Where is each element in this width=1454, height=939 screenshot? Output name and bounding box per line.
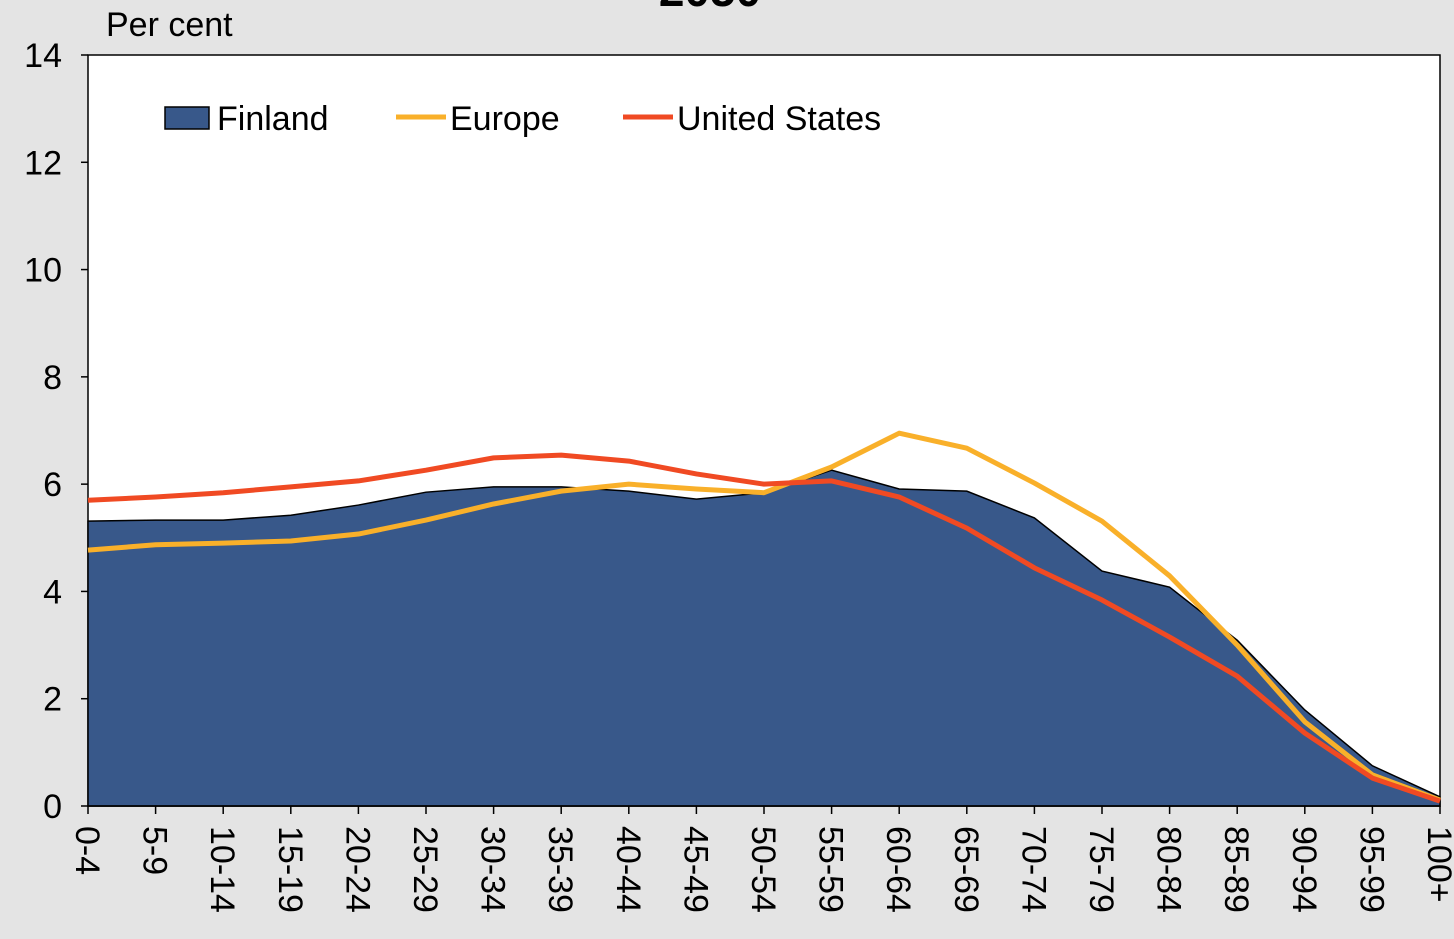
- legend-swatch: [164, 106, 210, 130]
- y-tick-label: 0: [43, 788, 62, 826]
- x-tick-label: 20-24: [338, 826, 376, 913]
- x-tick-label: 70-74: [1014, 826, 1052, 913]
- y-axis-label: Per cent: [106, 6, 233, 44]
- legend-label: Finland: [217, 100, 329, 138]
- x-tick-label: 80-84: [1150, 826, 1188, 913]
- x-tick-label: 65-69: [947, 826, 985, 913]
- x-tick-label: 95-99: [1352, 826, 1390, 913]
- x-tick-label: 60-64: [879, 826, 917, 913]
- x-tick-label: 50-54: [744, 826, 782, 913]
- x-tick-label: 55-59: [812, 826, 850, 913]
- x-tick-label: 25-29: [406, 826, 444, 913]
- line: [87, 452, 1441, 804]
- x-tick-label: 30-34: [474, 826, 512, 913]
- y-tick-label: 8: [43, 359, 62, 397]
- x-tick-label: 0-4: [68, 826, 106, 875]
- legend-label: United States: [677, 100, 881, 138]
- x-tick-label: 15-19: [271, 826, 309, 913]
- y-tick-label: 12: [24, 144, 62, 182]
- y-tick-label: 6: [43, 466, 62, 504]
- x-tick-label: 5-9: [136, 826, 174, 875]
- y-tick-label: 14: [24, 37, 62, 75]
- x-tick-label: 35-39: [541, 826, 579, 913]
- line: [87, 430, 1441, 803]
- x-tick-label: 90-94: [1285, 826, 1323, 913]
- x-tick-label: 45-49: [676, 826, 714, 913]
- y-tick-label: 10: [24, 252, 62, 290]
- legend-label: Europe: [450, 100, 560, 138]
- x-tick-label: 10-14: [203, 826, 241, 913]
- chart-title: 2050: [659, 0, 761, 16]
- x-tick-label: 100+: [1420, 826, 1454, 903]
- y-tick-label: 2: [43, 681, 62, 719]
- y-tick-label: 4: [43, 573, 62, 611]
- x-tick-label: 75-79: [1082, 826, 1120, 913]
- x-tick-label: 85-89: [1217, 826, 1255, 913]
- x-tick-label: 40-44: [609, 826, 647, 913]
